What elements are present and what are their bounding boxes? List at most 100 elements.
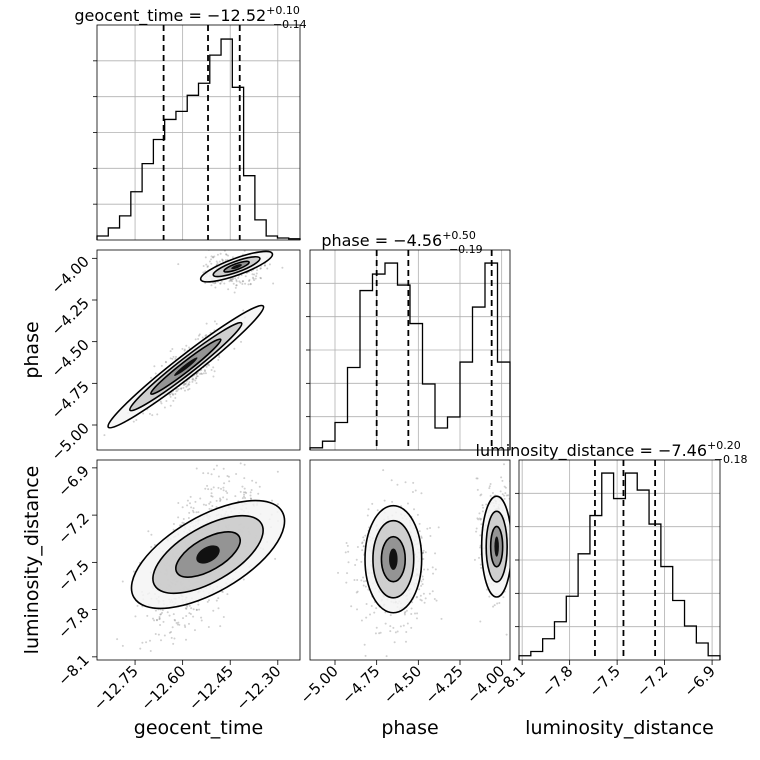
sample-point bbox=[503, 494, 506, 497]
sample-point bbox=[513, 555, 515, 557]
sample-point bbox=[399, 625, 402, 628]
sample-point bbox=[432, 572, 435, 575]
sample-point bbox=[255, 275, 258, 278]
sample-point bbox=[422, 549, 425, 552]
y-tick-label: −4.50 bbox=[48, 336, 93, 381]
sample-point bbox=[476, 477, 479, 480]
x-tick-label: −12.60 bbox=[137, 662, 189, 714]
sample-point bbox=[158, 617, 161, 620]
sample-point bbox=[480, 523, 483, 526]
sample-point bbox=[361, 549, 364, 552]
sample-point bbox=[241, 280, 244, 283]
sample-point bbox=[182, 617, 185, 620]
sample-point bbox=[169, 393, 172, 396]
sample-point bbox=[478, 512, 481, 515]
sample-point bbox=[251, 273, 254, 276]
sample-point bbox=[383, 499, 386, 502]
y-tick-label: −5.00 bbox=[48, 419, 93, 464]
sample-point bbox=[221, 259, 224, 262]
density-peak bbox=[174, 357, 198, 376]
sample-point bbox=[219, 625, 222, 628]
sample-point bbox=[418, 588, 421, 591]
sample-point bbox=[170, 636, 173, 639]
sample-point bbox=[210, 488, 213, 491]
sample-point bbox=[172, 642, 175, 645]
sample-point bbox=[250, 497, 253, 500]
sample-point bbox=[479, 534, 482, 537]
sample-point bbox=[168, 393, 171, 396]
sample-point bbox=[156, 413, 159, 416]
sample-point bbox=[488, 595, 491, 598]
sample-point bbox=[365, 616, 368, 619]
sample-point bbox=[385, 655, 388, 658]
sample-point bbox=[207, 599, 210, 602]
sample-point bbox=[421, 583, 424, 586]
sample-point bbox=[486, 588, 489, 591]
sample-point bbox=[346, 544, 349, 547]
sample-point bbox=[228, 280, 231, 283]
sample-point bbox=[177, 516, 180, 519]
x-tick-label: −12.75 bbox=[90, 662, 142, 714]
sample-point bbox=[209, 501, 212, 504]
sample-point bbox=[263, 264, 266, 267]
sample-point bbox=[169, 404, 172, 407]
sample-point bbox=[197, 603, 200, 606]
x-tick-label: −6.9 bbox=[680, 662, 718, 700]
sample-point bbox=[365, 602, 368, 605]
sample-point bbox=[210, 473, 213, 476]
sample-point bbox=[504, 486, 507, 489]
sample-point bbox=[208, 260, 211, 263]
sample-point bbox=[420, 536, 423, 539]
sample-point bbox=[242, 578, 245, 581]
sample-point bbox=[159, 400, 162, 403]
sample-point bbox=[225, 253, 228, 256]
sample-point bbox=[132, 420, 135, 423]
sample-point bbox=[235, 284, 238, 287]
hist-panel-phase: phase = −4.56+0.50 −0.19 bbox=[306, 229, 511, 451]
sample-point bbox=[204, 334, 207, 337]
sample-point bbox=[249, 491, 252, 494]
sample-point bbox=[404, 481, 407, 484]
sample-point bbox=[171, 626, 174, 629]
sample-point bbox=[362, 576, 365, 579]
sample-point bbox=[188, 502, 191, 505]
panel-title-luminosity_distance: luminosity_distance = −7.46+0.20 −0.18 bbox=[476, 439, 748, 466]
sample-point bbox=[202, 264, 205, 267]
sample-point bbox=[510, 509, 512, 511]
sample-point bbox=[210, 262, 213, 265]
sample-point bbox=[186, 384, 189, 387]
sample-point bbox=[337, 571, 340, 574]
sample-point bbox=[239, 490, 242, 493]
sample-point bbox=[186, 499, 189, 502]
sample-point bbox=[362, 584, 365, 587]
title-minus: −0.18 bbox=[714, 453, 748, 466]
sample-point bbox=[162, 620, 165, 623]
sample-point bbox=[186, 605, 189, 608]
sample-point bbox=[154, 609, 157, 612]
sample-point bbox=[195, 375, 198, 378]
sample-point bbox=[475, 530, 478, 533]
sample-point bbox=[391, 500, 394, 503]
sample-point bbox=[158, 616, 161, 619]
sample-point bbox=[222, 467, 225, 470]
sample-point bbox=[185, 607, 188, 610]
sample-point bbox=[476, 517, 479, 520]
sample-point bbox=[362, 580, 365, 583]
sample-point bbox=[191, 509, 194, 512]
sample-point bbox=[225, 490, 228, 493]
sample-point bbox=[206, 484, 209, 487]
sample-point bbox=[271, 499, 274, 502]
sample-point bbox=[188, 604, 191, 607]
sample-point bbox=[217, 358, 220, 361]
sample-point bbox=[164, 361, 167, 364]
sample-point bbox=[392, 626, 395, 629]
sample-point bbox=[405, 631, 408, 634]
sample-point bbox=[479, 563, 482, 566]
sample-point bbox=[183, 382, 186, 385]
sample-point bbox=[149, 650, 152, 653]
sample-point bbox=[174, 397, 177, 400]
sample-point bbox=[190, 607, 193, 610]
sample-point bbox=[482, 506, 485, 509]
density-peak bbox=[231, 264, 242, 270]
